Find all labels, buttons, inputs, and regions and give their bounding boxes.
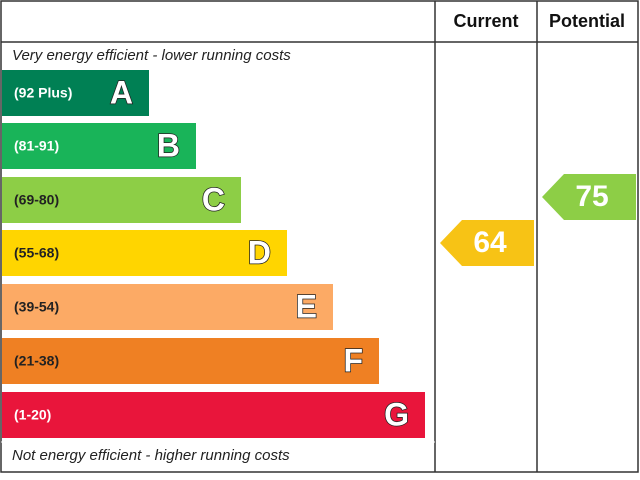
band-letter: E (296, 288, 317, 324)
band-letter: C (202, 181, 225, 217)
band-bar (2, 338, 379, 384)
band-range: (69-80) (14, 192, 59, 208)
band-letter: F (343, 342, 363, 378)
band-range: (21-38) (14, 353, 59, 369)
bottom-note: Not energy efficient - higher running co… (12, 447, 290, 464)
band-bar (2, 230, 287, 276)
band-range: (39-54) (14, 299, 59, 315)
band-letter: A (110, 74, 133, 110)
band-letter: D (248, 234, 271, 270)
band-range: (92 Plus) (14, 85, 72, 101)
band-bar (2, 123, 196, 169)
band-letter: B (157, 127, 180, 163)
band-bar (2, 392, 425, 438)
current-header: Current (453, 11, 518, 31)
band-bar (2, 284, 333, 330)
band-bar (2, 177, 241, 223)
potential-header: Potential (549, 11, 625, 31)
current-arrow (440, 220, 534, 266)
top-note: Very energy efficient - lower running co… (12, 47, 291, 64)
band-range: (1-20) (14, 407, 51, 423)
band-letter: G (384, 396, 409, 432)
band-bar (2, 70, 149, 116)
band-range: (81-91) (14, 138, 59, 154)
bands: (92 Plus) A (81-91) B (69-80) C (55-68) D (39-54… (2, 70, 425, 438)
potential-rating: 75 (575, 180, 608, 213)
band-range: (55-68) (14, 245, 59, 261)
current-rating: 64 (473, 226, 507, 259)
potential-arrow (542, 174, 636, 220)
